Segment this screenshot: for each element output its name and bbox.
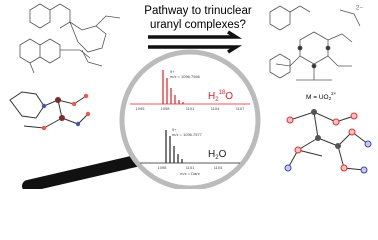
arrow	[148, 30, 243, 54]
spectrum-top: 9+ m/z = 1096.7566 H218O 1095 1098 1101 …	[130, 69, 250, 111]
tick-label: 1098	[161, 106, 171, 111]
crystal-structure-right	[284, 109, 372, 174]
trinuclear-structure	[269, 5, 361, 81]
spectrum-bottom: 9+ m/z = 1096.7577 H2O 1098 1101 1104 m/…	[140, 127, 240, 176]
isotope-label: H218O	[208, 90, 233, 103]
label-sub: 2	[215, 155, 219, 161]
annotation: m/z = 1096.7577	[172, 132, 203, 137]
graphic: Pathway to trinuclear uranyl complexes? …	[9, 3, 372, 189]
charge-note: 9+	[172, 127, 177, 132]
isotope-label: H2O	[208, 149, 227, 161]
label-sub: 2	[215, 97, 219, 103]
ligand-structure-left	[19, 3, 121, 74]
headline: Pathway to trinuclear	[144, 5, 252, 17]
formula-sub: 2	[329, 96, 332, 101]
magnifier-handle	[22, 154, 146, 189]
charge: 2−	[356, 6, 363, 12]
tick-label: 1104	[214, 165, 223, 170]
annotation: m/z = 1096.7566	[170, 74, 201, 79]
label-sup: 18	[219, 90, 226, 96]
label-h: H	[208, 91, 215, 102]
tick-label: 1101	[186, 165, 195, 170]
charge-note: 9+	[170, 69, 175, 74]
tick-label: 1098	[158, 165, 168, 170]
crystal-structure-left	[9, 91, 91, 131]
tick-label: 1107	[236, 106, 245, 111]
label-h: H	[208, 149, 215, 160]
tick-label: 1095	[136, 106, 146, 111]
tick-label: 1104	[211, 106, 220, 111]
headline: uranyl complexes?	[150, 19, 246, 31]
tick-label: 1101	[186, 106, 195, 111]
formula: M = UO22+	[306, 91, 337, 101]
label-o: O	[219, 149, 227, 160]
formula-sup: 2+	[331, 91, 337, 96]
magnifier-lens	[119, 49, 261, 189]
formula-prefix: M = UO	[306, 94, 329, 101]
label-o: O	[225, 91, 233, 102]
note: m/z = Dare	[180, 171, 200, 176]
